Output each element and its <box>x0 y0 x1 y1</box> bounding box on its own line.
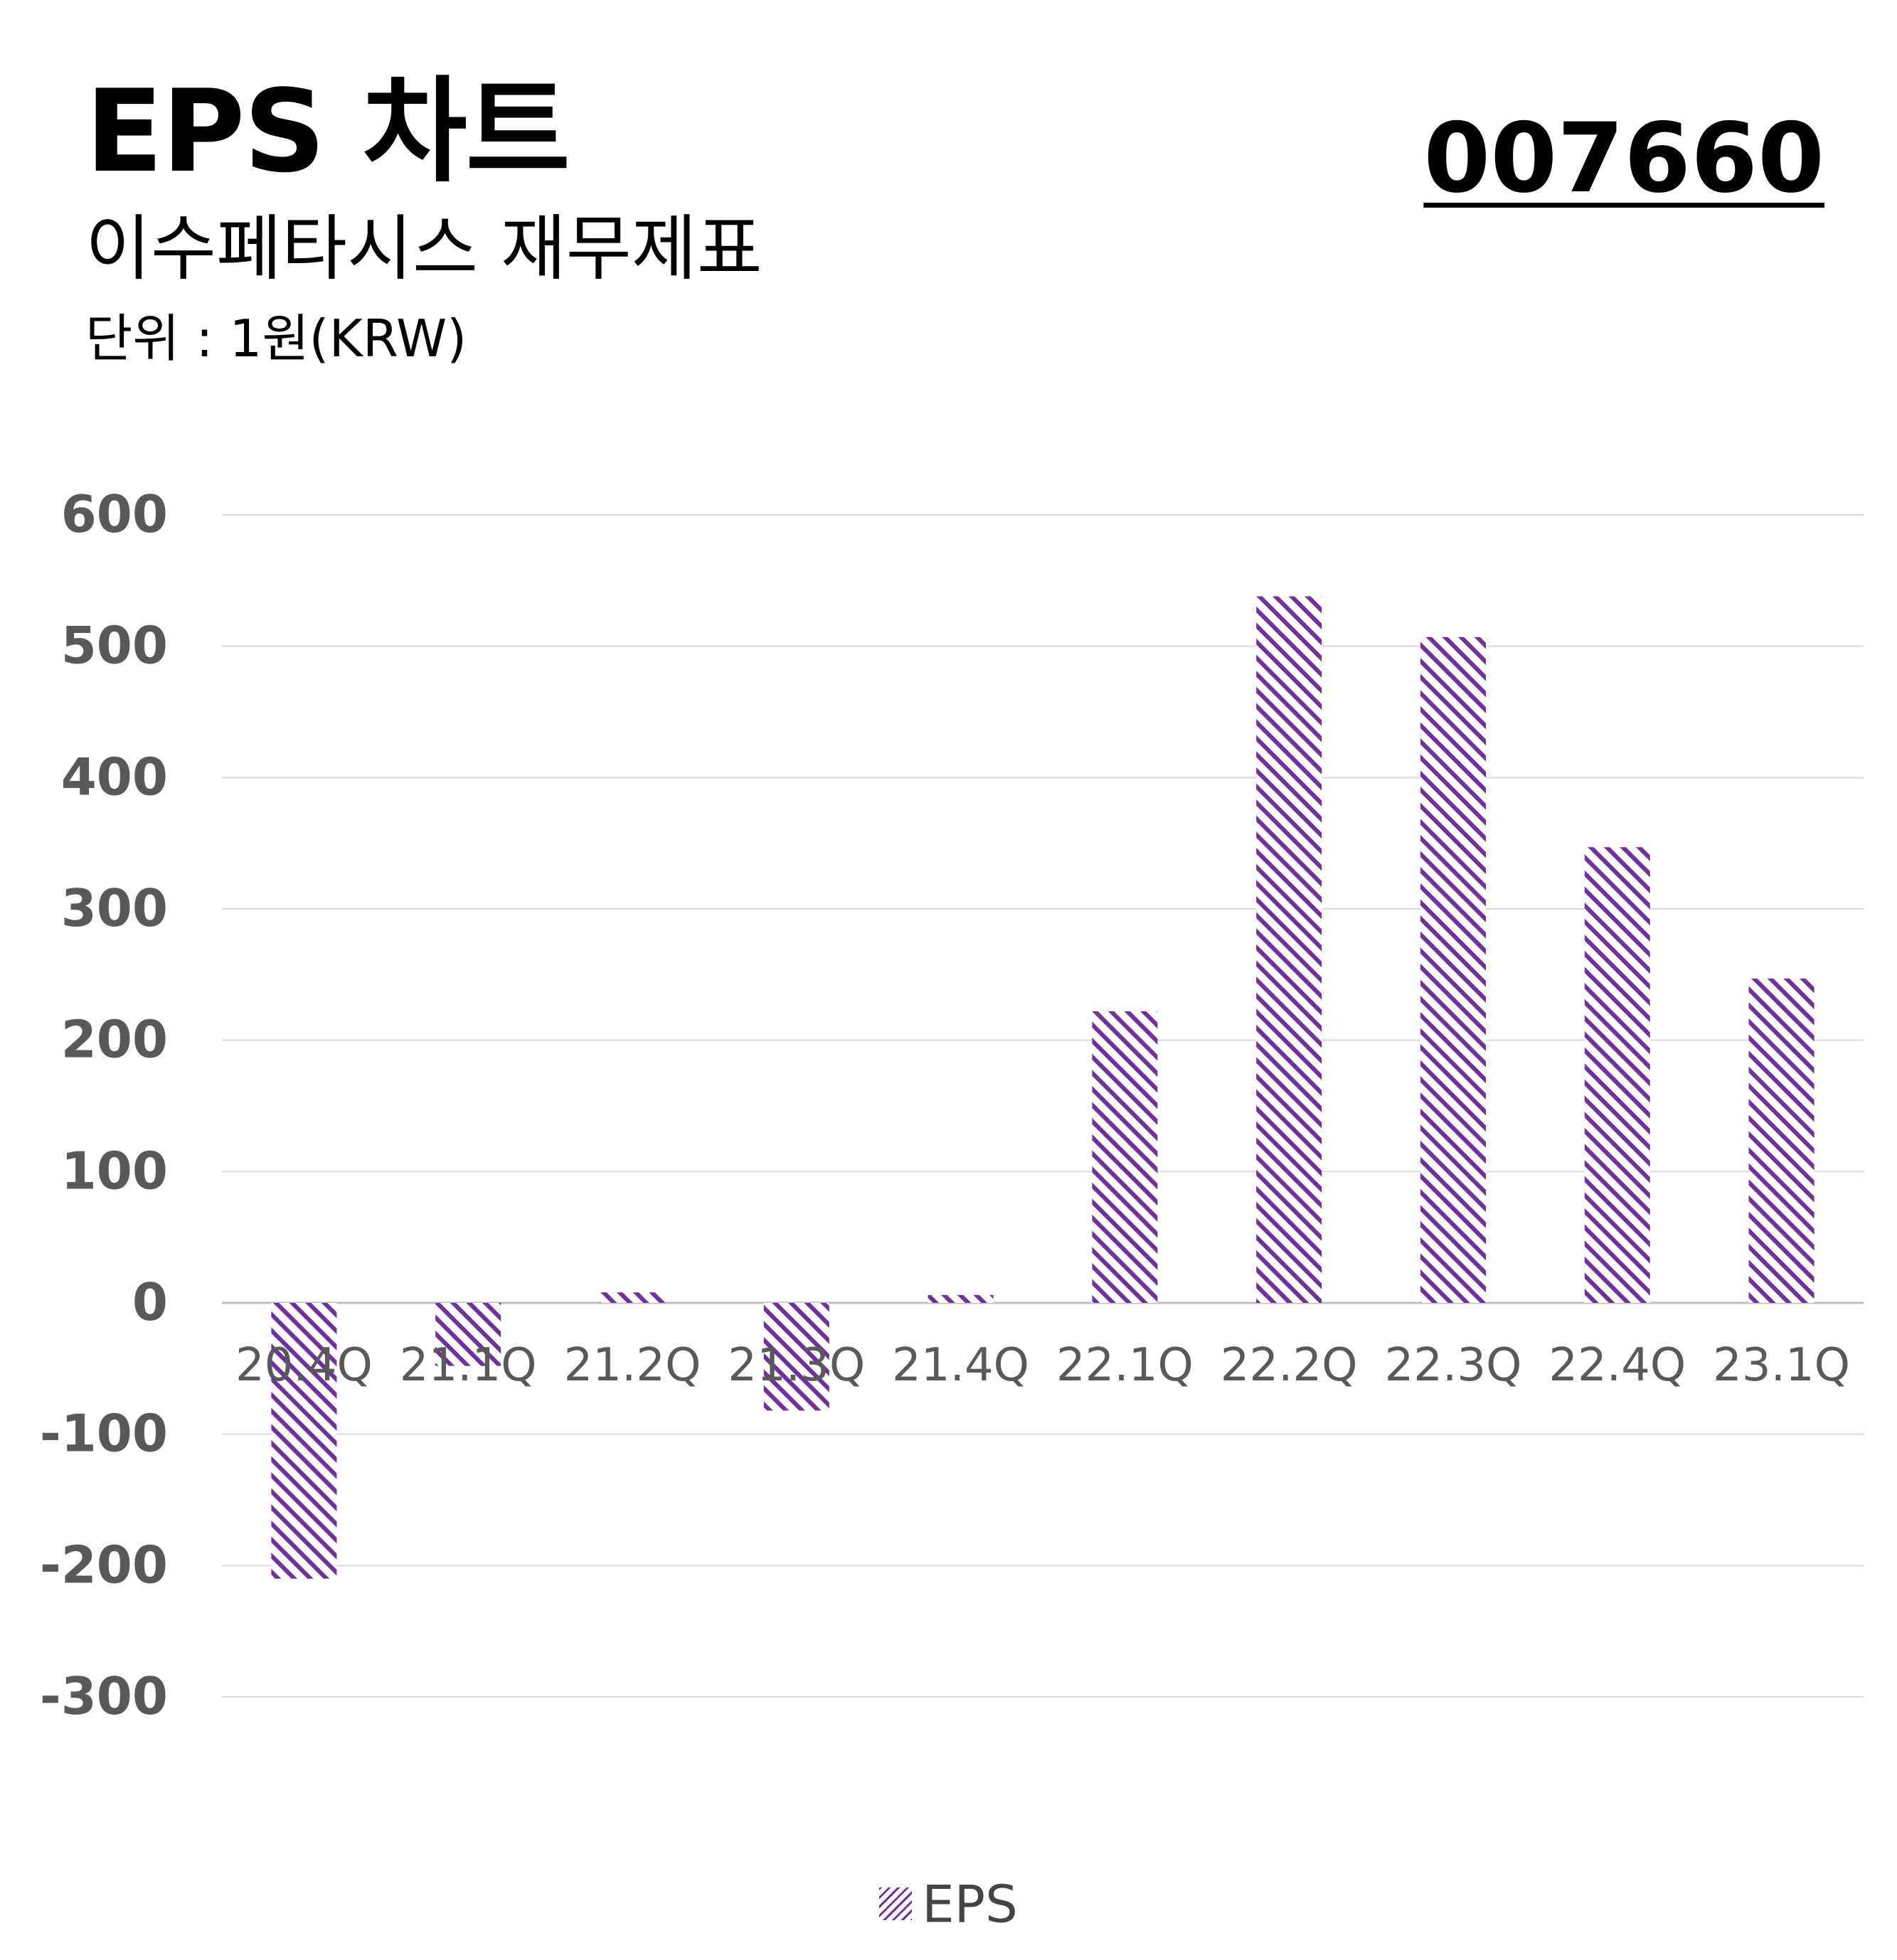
y-tick-label: -100 <box>40 1404 168 1464</box>
bar-23.1Q <box>1748 978 1814 1303</box>
bar-20.4Q <box>271 1303 337 1579</box>
y-tick-label: 100 <box>61 1141 168 1200</box>
legend-label-eps: EPS <box>922 1874 1018 1934</box>
stock-code: 007660 <box>1423 102 1824 214</box>
unit-label: 단위 : 1원(KRW) <box>85 309 467 368</box>
x-tick-label: 21.4Q <box>892 1339 1029 1392</box>
bar-21.3Q <box>763 1303 829 1411</box>
x-tick-label: 21.3Q <box>728 1339 865 1392</box>
y-tick-label: -200 <box>40 1535 168 1594</box>
bar-21.1Q <box>435 1303 501 1366</box>
y-tick-label: 500 <box>61 616 168 676</box>
y-axis-ticks: 600 500 400 300 200 100 0 -100 -200 -300 <box>40 484 168 1726</box>
chart-title: EPS 차트 <box>85 65 570 198</box>
x-tick-label: 23.1Q <box>1713 1339 1850 1392</box>
y-tick-label: 200 <box>61 1010 168 1070</box>
x-tick-label: 22.4Q <box>1548 1339 1686 1392</box>
bar-21.4Q <box>928 1294 994 1303</box>
chart-subtitle: 이수페타시스 재무제표 <box>85 207 762 290</box>
bars <box>271 596 1814 1579</box>
y-tick-label: 0 <box>132 1272 168 1332</box>
bar-22.1Q <box>1092 1011 1158 1303</box>
bar-22.3Q <box>1420 637 1486 1303</box>
bar-22.4Q <box>1584 847 1650 1303</box>
x-tick-label: 21.1Q <box>400 1339 537 1392</box>
y-tick-label: -300 <box>40 1666 168 1726</box>
legend-swatch-eps <box>879 1887 913 1921</box>
x-tick-label: 20.4Q <box>235 1339 373 1392</box>
y-tick-label: 300 <box>61 878 168 938</box>
x-tick-label: 22.3Q <box>1385 1339 1522 1392</box>
bar-22.2Q <box>1256 596 1322 1303</box>
x-axis-ticks: 20.4Q 21.1Q 21.2Q 21.3Q 21.4Q 22.1Q 22.2Q 22.3Q… <box>235 1339 1850 1392</box>
bar-21.2Q <box>600 1292 665 1303</box>
legend: EPS <box>0 1870 1897 1934</box>
y-tick-label: 400 <box>61 747 168 806</box>
x-tick-label: 21.2Q <box>564 1339 701 1392</box>
y-tick-label: 600 <box>61 484 168 544</box>
x-tick-label: 22.1Q <box>1056 1339 1194 1392</box>
x-tick-label: 22.2Q <box>1221 1339 1358 1392</box>
